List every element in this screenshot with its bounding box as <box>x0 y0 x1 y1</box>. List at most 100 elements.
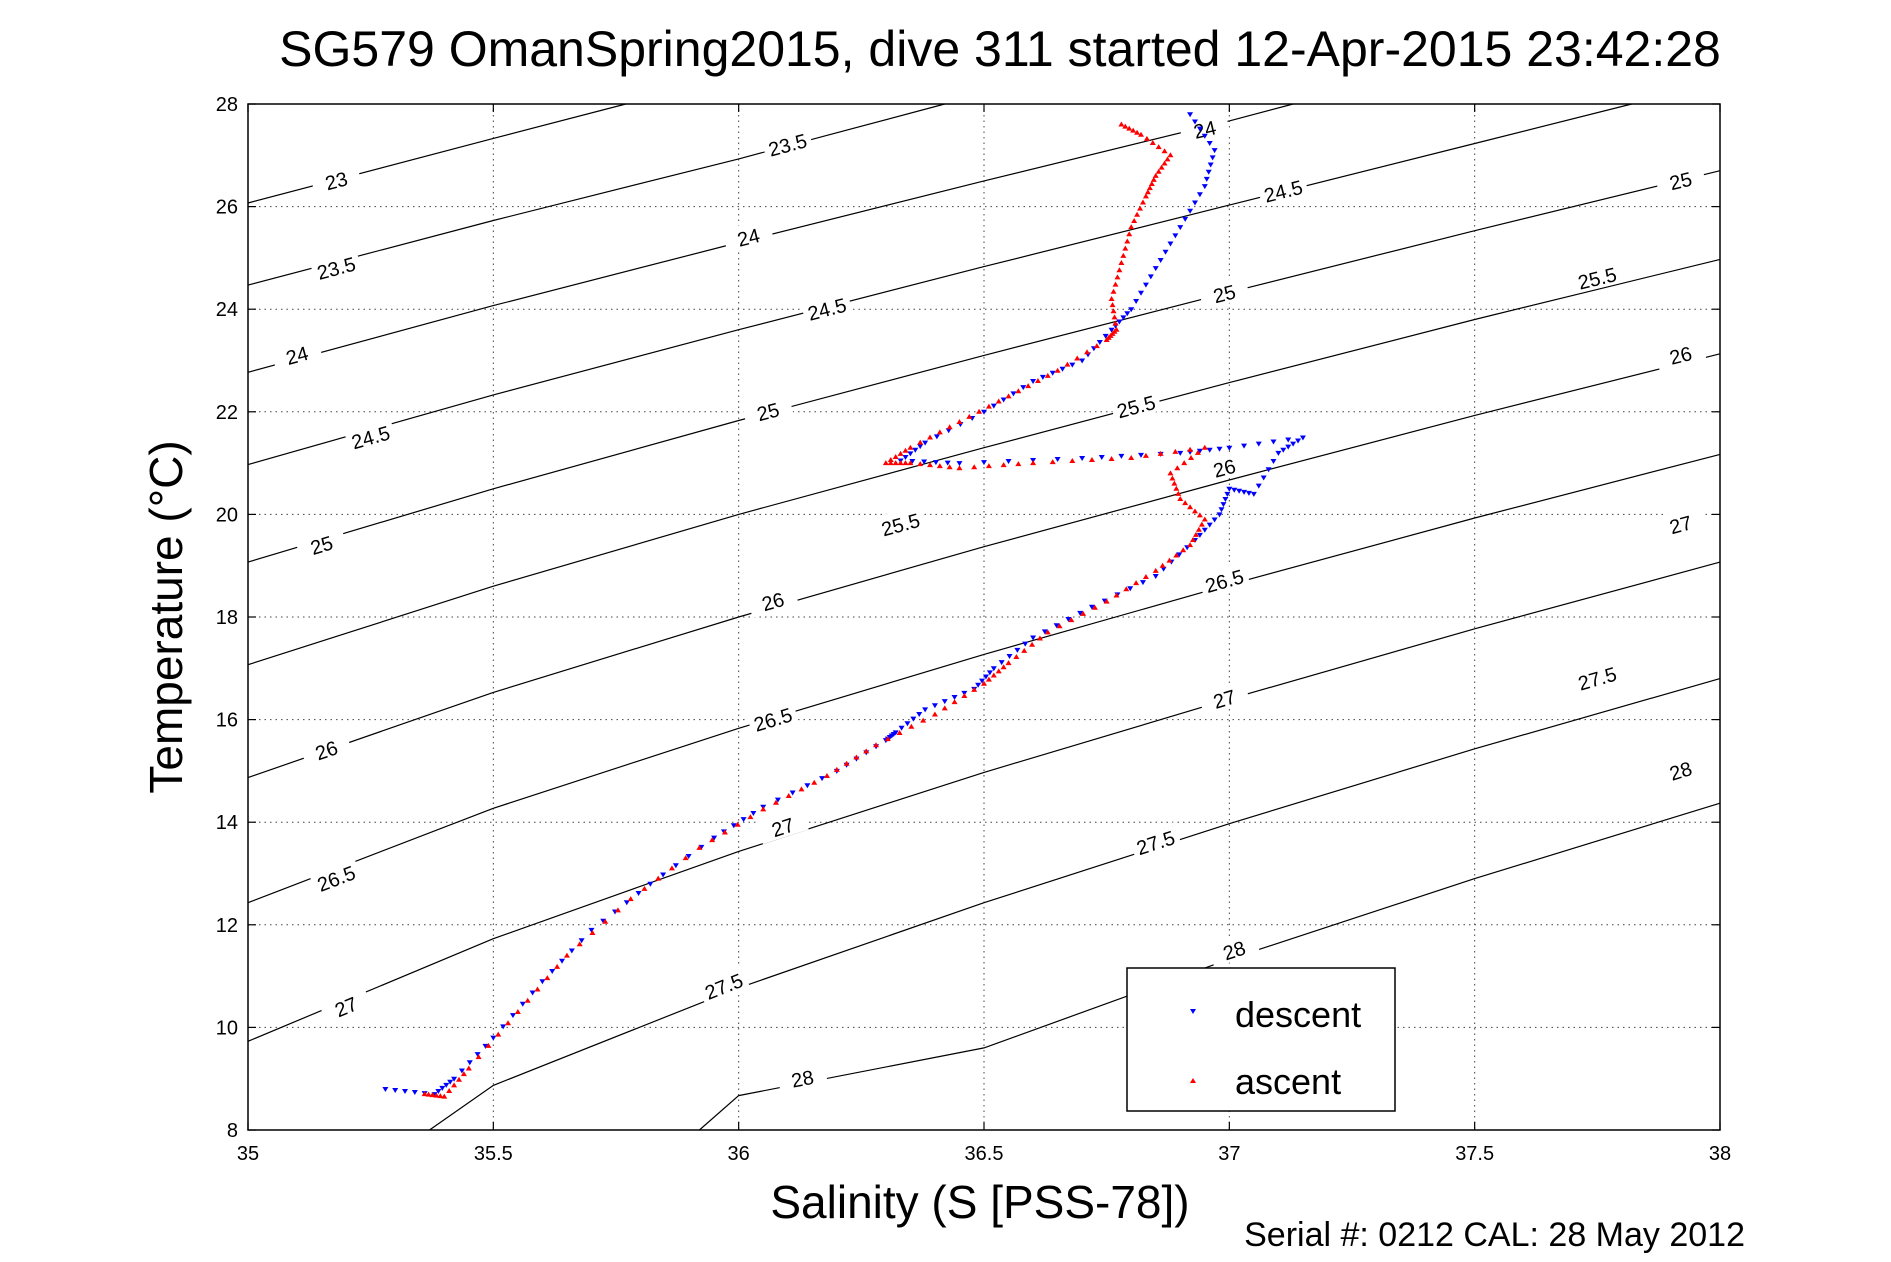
descent-point <box>1222 497 1229 503</box>
contour-label-bg <box>873 504 927 541</box>
ascent-point <box>1103 598 1110 604</box>
ascent-point <box>1056 623 1063 629</box>
contour-label-bg <box>1128 822 1182 860</box>
ascent-point <box>1029 641 1036 647</box>
ascent-point <box>544 975 551 981</box>
ascent-point <box>892 460 899 466</box>
legend-descent-marker <box>1190 1009 1196 1014</box>
ascent-point <box>1000 664 1007 670</box>
descent-point <box>1147 274 1154 280</box>
ascent-point <box>655 875 662 881</box>
ascent-point <box>873 742 880 748</box>
contour-label-group: 25.5 <box>1570 259 1623 295</box>
descent-point <box>1206 522 1213 528</box>
ascent-point <box>1113 592 1120 598</box>
contour-label-bg <box>1178 110 1231 145</box>
descent-point <box>1172 233 1179 239</box>
sigma-contour-line <box>247 353 1721 779</box>
descent-point <box>917 444 924 450</box>
x-tick-label: 37.5 <box>1455 1143 1494 1165</box>
ascent-point <box>1109 302 1116 308</box>
descent-point <box>1162 249 1169 255</box>
contour-label-bg <box>741 392 794 428</box>
descent-point <box>1226 486 1233 492</box>
descent-point <box>1049 370 1056 376</box>
y-tick-label: 12 <box>216 915 238 937</box>
ascent-point <box>1188 454 1195 460</box>
descent-point <box>1138 290 1145 296</box>
ascent-point <box>823 773 830 779</box>
ascent-point <box>1044 372 1051 378</box>
descent-point <box>1079 455 1086 461</box>
ascent-point <box>902 460 909 466</box>
descent-point <box>474 1052 481 1058</box>
contour-label-bg <box>1654 335 1707 371</box>
descent-point <box>1010 391 1017 397</box>
ascent-point <box>1005 660 1012 666</box>
contour-label-group: 27 <box>1653 504 1707 541</box>
ascent-point <box>1190 537 1197 543</box>
ascent-point <box>1069 458 1076 464</box>
ascent-point <box>425 1091 432 1097</box>
contour-label-bg <box>776 1060 828 1094</box>
ascent-point <box>437 1093 444 1099</box>
descent-point <box>1177 225 1184 231</box>
ascent-point <box>1196 512 1203 518</box>
y-tick-label: 14 <box>216 812 238 834</box>
descent-point <box>1014 647 1021 653</box>
ascent-point <box>1142 193 1149 199</box>
ascent-point <box>682 855 689 861</box>
descent-point <box>902 454 909 460</box>
ascent-point <box>971 686 978 692</box>
descent-point <box>975 682 982 688</box>
ascent-point <box>985 403 992 409</box>
descent-point <box>1270 459 1277 465</box>
ascent-point <box>441 1093 448 1099</box>
descent-point <box>979 678 986 684</box>
sigma-contour-line <box>247 453 1721 904</box>
descent-point <box>411 1090 418 1096</box>
ascent-point <box>460 1071 467 1077</box>
contour-label-bg <box>294 524 348 562</box>
ascent-point <box>1181 460 1188 466</box>
contour-label-bg <box>1207 929 1261 968</box>
descent-point <box>1096 340 1103 346</box>
y-tick-label: 26 <box>216 197 238 219</box>
ascent-point <box>1015 388 1022 394</box>
legend-descent-label: descent <box>1235 994 1361 1035</box>
ascent-point <box>1134 211 1141 217</box>
ascent-point <box>1128 224 1135 230</box>
descent-point <box>635 890 642 896</box>
ascent-point <box>961 693 968 699</box>
ascent-point <box>896 729 903 735</box>
ascent-point <box>902 447 909 453</box>
ascent-point <box>1146 185 1153 191</box>
ascent-point <box>589 930 596 936</box>
ascent-point <box>908 723 915 729</box>
ascent-point <box>1155 168 1162 174</box>
ascent-point <box>1173 552 1180 558</box>
descent-point <box>1250 491 1257 497</box>
ascent-point <box>485 1042 492 1048</box>
descent-point <box>1005 459 1012 465</box>
descent-point <box>1209 155 1216 161</box>
ascent-point <box>990 672 997 678</box>
descent-point <box>1231 487 1238 493</box>
descent-point <box>1182 216 1189 222</box>
ascent-point <box>446 1088 453 1094</box>
descent-point <box>549 968 556 974</box>
ascent-point <box>995 668 1002 674</box>
sigma-contour-line <box>247 103 1632 466</box>
ascent-point <box>1137 205 1144 211</box>
ascent-point <box>1068 617 1075 623</box>
ascent-point <box>1194 449 1201 455</box>
x-tick-label: 36.5 <box>965 1143 1004 1165</box>
ascent-point <box>887 460 894 466</box>
ascent-point <box>1191 508 1198 514</box>
axis-ticks: 35 35.5 36 36.5 37 37.5 38 8 10 12 14 16 18 20 22 24 26 2… <box>216 94 1731 1165</box>
descent-point <box>1285 444 1292 450</box>
descent-point <box>1176 552 1183 558</box>
descent-point <box>804 783 811 789</box>
descent-point <box>439 1085 446 1091</box>
descent-point <box>1000 397 1007 403</box>
